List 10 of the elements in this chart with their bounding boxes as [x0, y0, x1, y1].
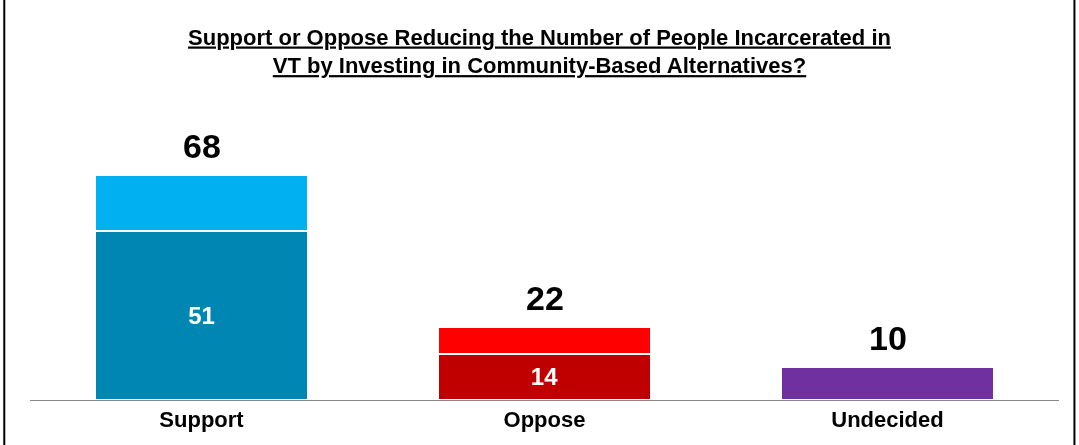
- chart-title: Support or Oppose Reducing the Number of People Incarcerated in VT by Investing in Community-Based Alternatives?: [188, 24, 891, 79]
- total-label: 22: [526, 279, 564, 317]
- x-tick-label: Support: [159, 407, 245, 433]
- x-tick-label: Oppose: [503, 407, 586, 433]
- data-label: 51: [188, 301, 215, 329]
- total-label: 10: [869, 319, 907, 357]
- total-label: 68: [183, 127, 221, 165]
- bar: [780, 365, 995, 400]
- data-label: 14: [530, 363, 559, 391]
- x-tick-label: Undecided: [831, 407, 944, 433]
